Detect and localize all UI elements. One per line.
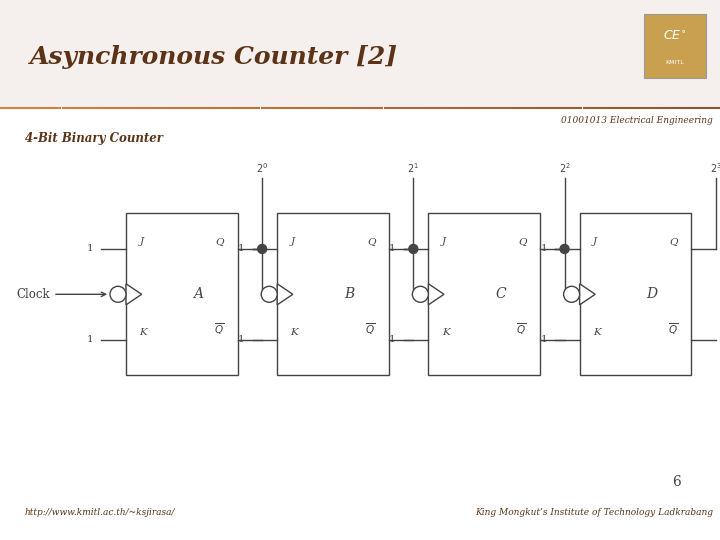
Text: $2^{3}$: $2^{3}$ <box>710 161 720 174</box>
Text: 1: 1 <box>541 245 547 253</box>
Text: $2^{2}$: $2^{2}$ <box>559 161 570 174</box>
Text: 1: 1 <box>87 335 94 344</box>
Text: Q: Q <box>367 237 375 246</box>
Text: $\overline{Q}$: $\overline{Q}$ <box>214 321 224 336</box>
Text: 1: 1 <box>238 245 245 253</box>
Text: KMITL: KMITL <box>665 59 685 65</box>
Text: 1: 1 <box>390 335 396 344</box>
Circle shape <box>261 286 277 302</box>
Text: 6: 6 <box>672 475 681 489</box>
Text: 1: 1 <box>238 335 245 344</box>
Text: D: D <box>647 287 657 301</box>
Text: 01001013 Electrical Engineering: 01001013 Electrical Engineering <box>561 116 713 125</box>
Text: J: J <box>593 237 597 246</box>
Text: A: A <box>194 287 204 301</box>
Text: C: C <box>495 287 506 301</box>
Text: $\overline{Q}$: $\overline{Q}$ <box>365 321 375 336</box>
Circle shape <box>409 245 418 253</box>
Text: J: J <box>291 237 294 246</box>
Text: $\overline{Q}$: $\overline{Q}$ <box>667 321 678 336</box>
Text: $\overline{Q}$: $\overline{Q}$ <box>516 321 526 336</box>
Polygon shape <box>428 284 444 305</box>
Text: Q: Q <box>670 237 678 246</box>
Bar <box>644 14 706 78</box>
Text: 4-Bit Binary Counter: 4-Bit Binary Counter <box>25 132 163 145</box>
Text: K: K <box>593 328 600 336</box>
Circle shape <box>258 245 266 253</box>
Text: 1: 1 <box>541 335 547 344</box>
Circle shape <box>560 245 569 253</box>
Text: K: K <box>442 328 449 336</box>
Text: $2^{1}$: $2^{1}$ <box>408 161 419 174</box>
Text: 1: 1 <box>390 245 396 253</box>
Text: K: K <box>140 328 147 336</box>
Text: B: B <box>345 287 355 301</box>
Circle shape <box>110 286 126 302</box>
Bar <box>0 0 720 108</box>
Circle shape <box>413 286 428 302</box>
Text: J: J <box>442 237 446 246</box>
Bar <box>580 213 691 375</box>
Text: J: J <box>140 237 143 246</box>
Circle shape <box>564 286 580 302</box>
Text: K: K <box>291 328 298 336</box>
Polygon shape <box>580 284 595 305</box>
Bar <box>277 213 389 375</box>
Text: Q: Q <box>216 237 224 246</box>
Text: $2^{0}$: $2^{0}$ <box>256 161 269 174</box>
Text: Clock: Clock <box>17 288 50 301</box>
Text: 1: 1 <box>87 245 94 253</box>
Text: $CE^{\circ}$: $CE^{\circ}$ <box>663 30 687 43</box>
Text: Asynchronous Counter [2]: Asynchronous Counter [2] <box>30 45 398 69</box>
Polygon shape <box>126 284 142 305</box>
Text: King Mongkut’s Institute of Technology Ladkrabang: King Mongkut’s Institute of Technology L… <box>474 508 713 517</box>
Bar <box>428 213 540 375</box>
Text: Q: Q <box>518 237 526 246</box>
Bar <box>126 213 238 375</box>
Polygon shape <box>277 284 293 305</box>
Text: http://www.kmitl.ac.th/~ksjirasa/: http://www.kmitl.ac.th/~ksjirasa/ <box>25 508 176 517</box>
